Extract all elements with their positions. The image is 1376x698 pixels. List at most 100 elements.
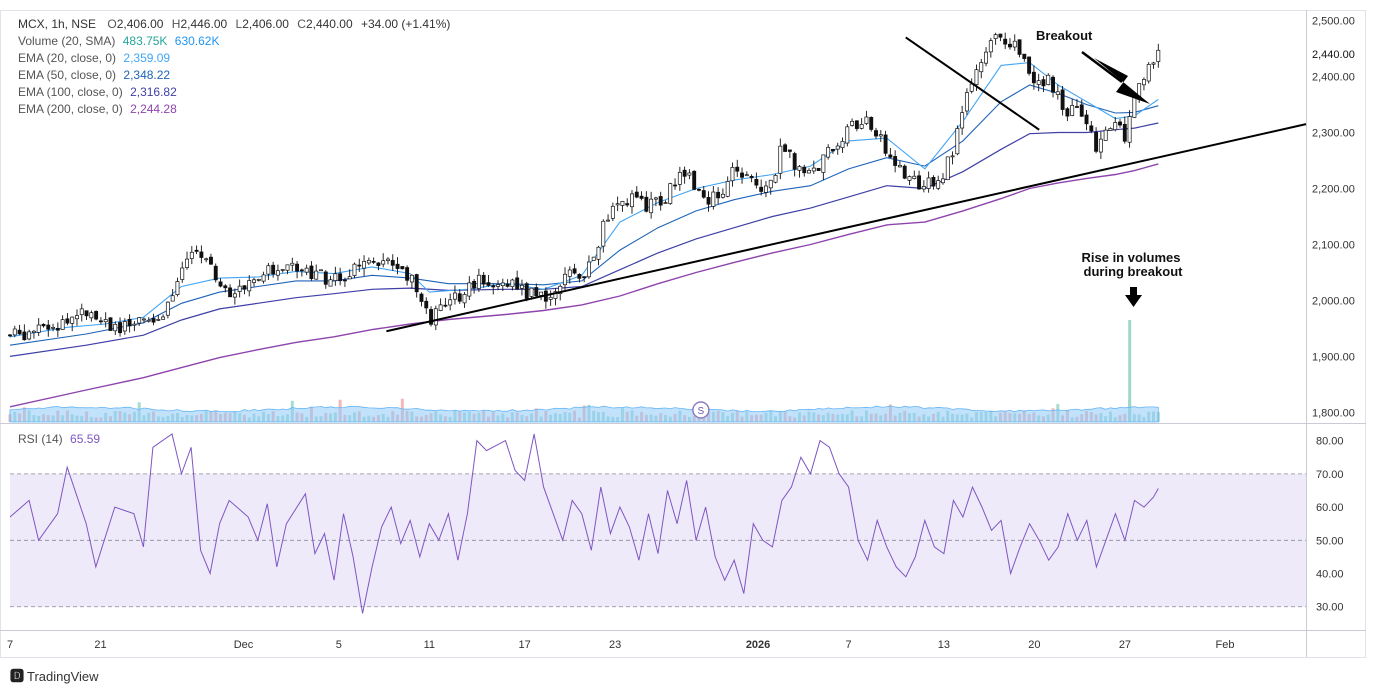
candle-up bbox=[185, 258, 189, 268]
candle-up bbox=[539, 291, 544, 296]
candle-down bbox=[376, 262, 381, 266]
time-tick-label: 21 bbox=[94, 639, 106, 651]
volume-sma-value: 630.62K bbox=[174, 34, 220, 48]
tradingview-logo[interactable]: 🅳 TradingView bbox=[10, 666, 99, 686]
price-tick-label: 2,400.00 bbox=[1312, 72, 1355, 84]
grid-layer bbox=[0, 10, 1366, 658]
candle-down bbox=[759, 186, 764, 192]
candle-up bbox=[280, 269, 285, 271]
candle-up bbox=[720, 193, 725, 198]
candle-up bbox=[897, 165, 902, 168]
candle-up bbox=[567, 269, 572, 277]
candle-down bbox=[701, 190, 706, 198]
candle-down bbox=[338, 273, 343, 282]
candle-down bbox=[716, 191, 721, 199]
open-value: 2,406.00 bbox=[116, 17, 164, 31]
low-value: 2,406.00 bbox=[242, 17, 289, 31]
candle-down bbox=[625, 203, 630, 206]
event-marker-icon bbox=[692, 401, 710, 419]
ema50-line bbox=[9, 84, 1159, 346]
ema20-legend-row[interactable]: EMA (20, close, 0) 2,359.09 bbox=[18, 50, 450, 67]
candle-up bbox=[907, 176, 912, 181]
time-tick-label: 20 bbox=[1028, 639, 1040, 651]
candle-up bbox=[677, 172, 682, 185]
candle-up bbox=[630, 193, 634, 208]
candle-up bbox=[36, 324, 41, 333]
candle-up bbox=[945, 156, 950, 180]
price-tick-label: 1,800.00 bbox=[1312, 407, 1355, 419]
volume-spike-bar bbox=[1128, 320, 1132, 422]
candle-down bbox=[419, 293, 424, 302]
ema50-legend-row[interactable]: EMA (50, close, 0) 2,348.22 bbox=[18, 67, 450, 84]
candle-up bbox=[730, 167, 735, 182]
support-trendline bbox=[386, 123, 1307, 333]
candle-up bbox=[926, 177, 931, 189]
candle-up bbox=[175, 281, 180, 296]
candle-up bbox=[601, 220, 606, 247]
candle-up bbox=[878, 134, 883, 137]
candle-up bbox=[304, 267, 309, 273]
candle-down bbox=[55, 327, 60, 331]
ema200-legend-label: EMA (200, close, 0) bbox=[18, 102, 123, 116]
candle-down bbox=[1094, 131, 1099, 152]
candle-down bbox=[65, 318, 70, 324]
ohlc-row[interactable]: MCX, 1h, NSE O2,406.00 H2,446.00 L2,406.… bbox=[18, 16, 450, 33]
ema200-legend-row[interactable]: EMA (200, close, 0) 2,244.28 bbox=[18, 101, 450, 118]
candle-down bbox=[673, 184, 678, 187]
candle-down bbox=[395, 263, 400, 269]
candle-up bbox=[146, 319, 151, 322]
candle-up bbox=[247, 280, 252, 292]
candle-down bbox=[405, 267, 410, 281]
candle-up bbox=[1113, 122, 1118, 131]
candle-up bbox=[232, 293, 237, 298]
candle-down bbox=[118, 322, 122, 334]
ema20-line bbox=[9, 62, 1159, 338]
volume-legend-row[interactable]: Volume (20, SMA) 483.75K 630.62K bbox=[18, 33, 450, 50]
candle-up bbox=[1070, 105, 1075, 116]
candle-down bbox=[199, 251, 204, 258]
candle-down bbox=[1060, 89, 1065, 110]
symbol-label[interactable]: MCX, 1h, NSE bbox=[18, 17, 97, 31]
candle-up bbox=[1141, 79, 1146, 86]
candle-up bbox=[75, 315, 79, 320]
candle-up bbox=[610, 205, 615, 219]
candle-up bbox=[256, 279, 261, 281]
rsi-tick-label: 40.00 bbox=[1316, 569, 1344, 581]
rsi-legend[interactable]: RSI (14) 65.59 bbox=[18, 432, 100, 446]
ema20-legend-value: 2,359.09 bbox=[123, 51, 171, 65]
candle-down bbox=[692, 170, 697, 190]
high-value: 2,446.00 bbox=[180, 17, 228, 31]
time-tick-label: 17 bbox=[518, 639, 530, 651]
candle-down bbox=[1075, 106, 1079, 108]
candle-up bbox=[165, 301, 170, 316]
candle-up bbox=[744, 174, 749, 177]
candle-up bbox=[89, 312, 94, 319]
candle-down bbox=[697, 188, 701, 191]
ema100-legend-row[interactable]: EMA (100, close, 0) 2,316.82 bbox=[18, 84, 450, 101]
candle-down bbox=[515, 277, 520, 290]
candle-up bbox=[189, 251, 194, 259]
candle-up bbox=[328, 279, 333, 287]
volume-layer bbox=[8, 320, 1160, 423]
candle-up bbox=[519, 284, 524, 289]
candle-down bbox=[295, 263, 300, 272]
candle-down bbox=[213, 265, 218, 281]
price-tick-label: 1,900.00 bbox=[1312, 351, 1355, 363]
candle-up bbox=[811, 167, 816, 172]
candle-down bbox=[893, 156, 898, 166]
trendline-layer bbox=[386, 36, 1307, 333]
candle-up bbox=[797, 166, 802, 171]
time-tick-label: 5 bbox=[336, 639, 342, 651]
candle-up bbox=[462, 294, 467, 304]
candle-up bbox=[275, 270, 280, 276]
candle-up bbox=[921, 186, 926, 190]
candle-down bbox=[1051, 76, 1055, 93]
candle-down bbox=[1122, 123, 1127, 142]
open-letter: O bbox=[107, 17, 117, 31]
candle-down bbox=[242, 285, 247, 290]
candle-up bbox=[955, 128, 960, 155]
candle-down bbox=[792, 153, 797, 170]
